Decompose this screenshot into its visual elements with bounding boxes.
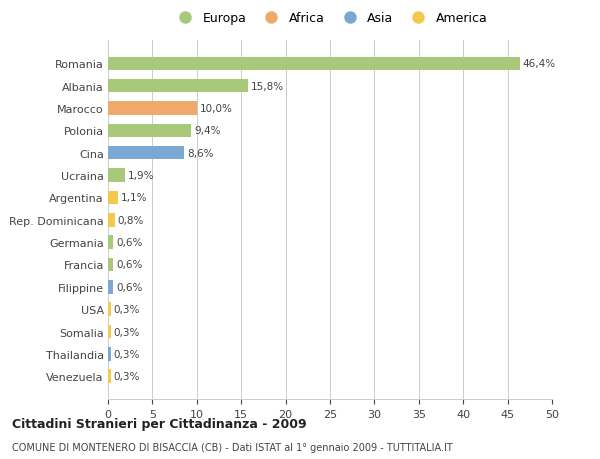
Text: 9,4%: 9,4% <box>194 126 221 136</box>
Text: 0,6%: 0,6% <box>116 282 142 292</box>
Text: 0,3%: 0,3% <box>113 304 140 314</box>
Bar <box>108 169 125 182</box>
Bar <box>108 80 248 93</box>
Bar <box>108 102 197 116</box>
Text: 15,8%: 15,8% <box>251 82 284 91</box>
Text: 0,6%: 0,6% <box>116 260 142 270</box>
Bar <box>108 258 113 272</box>
Text: 8,6%: 8,6% <box>187 148 214 158</box>
Bar <box>108 124 191 138</box>
Bar <box>108 147 184 160</box>
Bar <box>108 280 113 294</box>
Bar <box>108 236 113 249</box>
Bar <box>108 347 110 361</box>
Bar <box>108 191 118 205</box>
Text: 0,3%: 0,3% <box>113 327 140 337</box>
Bar <box>108 213 115 227</box>
Bar <box>108 57 520 71</box>
Text: COMUNE DI MONTENERO DI BISACCIA (CB) - Dati ISTAT al 1° gennaio 2009 - TUTTITALI: COMUNE DI MONTENERO DI BISACCIA (CB) - D… <box>12 442 453 452</box>
Bar <box>108 303 110 316</box>
Text: 0,8%: 0,8% <box>118 215 144 225</box>
Bar <box>108 369 110 383</box>
Text: 1,1%: 1,1% <box>121 193 147 203</box>
Text: 10,0%: 10,0% <box>199 104 232 114</box>
Text: 0,3%: 0,3% <box>113 371 140 381</box>
Legend: Europa, Africa, Asia, America: Europa, Africa, Asia, America <box>170 10 490 28</box>
Bar <box>108 325 110 338</box>
Text: Cittadini Stranieri per Cittadinanza - 2009: Cittadini Stranieri per Cittadinanza - 2… <box>12 417 307 430</box>
Text: 46,4%: 46,4% <box>523 59 556 69</box>
Text: 1,9%: 1,9% <box>128 171 154 181</box>
Text: 0,6%: 0,6% <box>116 238 142 247</box>
Text: 0,3%: 0,3% <box>113 349 140 359</box>
